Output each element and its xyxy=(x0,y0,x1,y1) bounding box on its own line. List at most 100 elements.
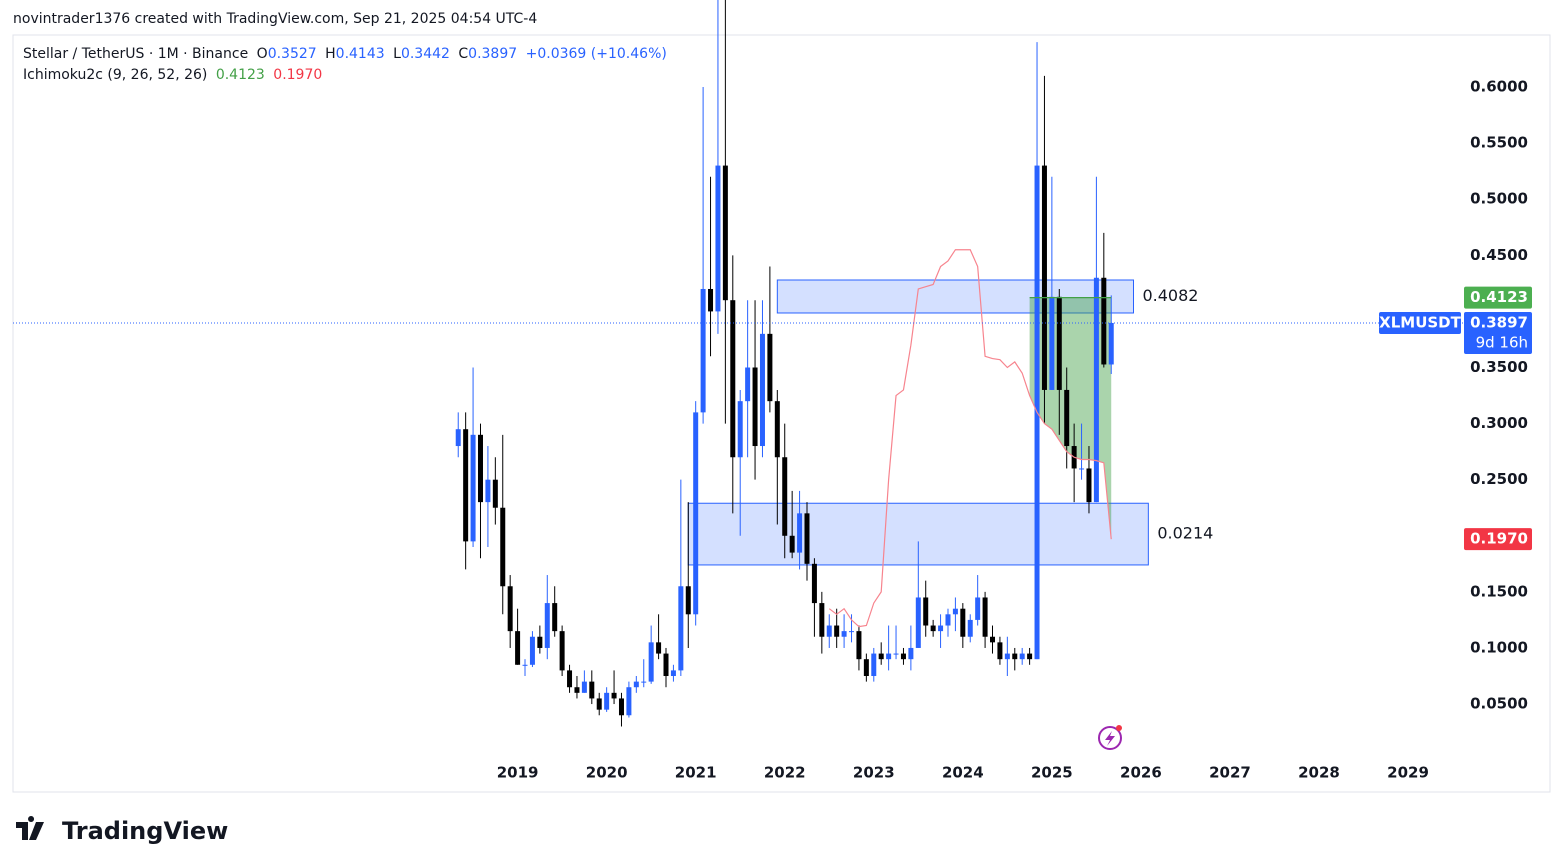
candle-body xyxy=(767,333,773,402)
indicator-line xyxy=(828,249,1112,628)
candle-body xyxy=(1012,653,1018,660)
candle-body xyxy=(737,401,743,458)
x-tick-label: 2022 xyxy=(764,764,806,782)
candle-body xyxy=(618,698,624,716)
candle-body xyxy=(537,636,543,648)
candle-body xyxy=(745,367,751,402)
candle-body xyxy=(685,586,691,615)
indicator-tag-label: 0.4123 xyxy=(1470,288,1528,306)
ohlc-label: H xyxy=(325,46,336,62)
candle-body xyxy=(752,367,758,447)
logo-text: TradingView xyxy=(62,817,228,845)
indicator-legend: Ichimoku2c (9, 26, 52, 26) 0.4123 0.1970 xyxy=(23,67,322,83)
candle-body xyxy=(1049,296,1055,390)
x-tick-label: 2027 xyxy=(1209,764,1251,782)
indicator-value: 0.4123 xyxy=(216,67,265,83)
open-value: 0.3527 xyxy=(268,46,317,62)
candle-body xyxy=(544,603,550,648)
logo-mark xyxy=(16,816,44,840)
legend-line: Stellar / TetherUS · 1M · Binance O0.352… xyxy=(23,46,667,62)
candle-body xyxy=(1041,165,1047,390)
candle-body xyxy=(811,563,817,604)
candle-body xyxy=(975,597,981,620)
candle-body xyxy=(708,288,714,312)
y-tick-label: 0.3000 xyxy=(1470,414,1528,432)
candle-body xyxy=(789,535,795,553)
candle-body xyxy=(730,300,736,458)
y-tick-label: 0.1500 xyxy=(1470,582,1528,600)
change: +0.0369 (+10.46%) xyxy=(526,46,667,62)
ohlc-label: O xyxy=(257,46,268,62)
candle-body xyxy=(886,653,892,660)
x-tick-label: 2026 xyxy=(1120,764,1162,782)
candle-body xyxy=(967,619,973,637)
candle-body xyxy=(841,631,847,637)
x-tick-label: 2024 xyxy=(942,764,984,782)
candle-body xyxy=(715,165,721,312)
candle-body xyxy=(871,653,877,677)
candle-body xyxy=(819,603,825,637)
candle-body xyxy=(670,670,676,677)
candle-body xyxy=(455,429,461,447)
y-tick-label: 0.5000 xyxy=(1470,190,1528,208)
symbol-tag xyxy=(1379,311,1461,334)
candle-body xyxy=(559,631,565,671)
candle-body xyxy=(826,625,832,637)
indicator-tag-label: 0.1970 xyxy=(1470,530,1528,548)
candle-body xyxy=(1093,277,1099,503)
icon-ring xyxy=(1098,726,1122,750)
candle-body xyxy=(908,647,914,660)
candle-body xyxy=(515,631,521,665)
candle-body xyxy=(849,631,855,633)
countdown: 9d 16h xyxy=(1476,333,1528,351)
candle-body xyxy=(700,288,706,413)
x-tick-label: 2029 xyxy=(1387,764,1429,782)
y-tick-label: 0.3500 xyxy=(1470,358,1528,376)
indicator-name: Ichimoku2c (9, 26, 52, 26) xyxy=(23,67,207,83)
candle-body xyxy=(1079,468,1085,470)
candle-body xyxy=(759,333,765,447)
y-tick-label: 0.5500 xyxy=(1470,134,1528,152)
candle-body xyxy=(656,642,662,654)
candle-body xyxy=(611,692,617,699)
y-tick-label: 0.6000 xyxy=(1470,78,1528,96)
lightning-icon[interactable] xyxy=(1098,725,1122,750)
icon-bolt xyxy=(1105,731,1115,746)
x-tick-label: 2021 xyxy=(675,764,717,782)
zone xyxy=(776,279,1134,314)
candle-body xyxy=(952,608,958,615)
candle-body xyxy=(626,687,632,716)
candle-body xyxy=(552,603,558,632)
indicator-tag xyxy=(1464,286,1532,309)
candle-body xyxy=(945,614,951,626)
candle-body xyxy=(893,653,899,655)
candle-body xyxy=(470,434,476,542)
candle-body xyxy=(463,429,469,542)
zone-label: 0.4082 xyxy=(1142,286,1198,305)
candle-body xyxy=(856,631,862,660)
candle-body xyxy=(663,653,669,677)
candle-body xyxy=(529,636,535,665)
candle-body xyxy=(648,642,654,682)
candle-body xyxy=(1064,389,1070,447)
x-tick-label: 2019 xyxy=(497,764,539,782)
candle-body xyxy=(507,586,513,632)
candle-body xyxy=(1004,653,1010,660)
candle-body xyxy=(797,513,803,553)
candle-body xyxy=(678,586,684,671)
candle-body xyxy=(722,165,728,301)
candle-body xyxy=(589,681,595,699)
candle-body xyxy=(982,597,988,637)
candle-body xyxy=(923,597,929,626)
ohlc-label: C xyxy=(458,46,468,62)
candle-body xyxy=(641,681,647,683)
price-label: 0.3897 xyxy=(1470,313,1528,331)
candle-body xyxy=(485,479,491,503)
zone-label: 0.0214 xyxy=(1157,524,1213,543)
y-tick-label: 0.0500 xyxy=(1470,695,1528,713)
close-value: 0.3897 xyxy=(468,46,517,62)
candle-body xyxy=(930,625,936,632)
x-tick-label: 2028 xyxy=(1298,764,1340,782)
y-tick-label: 0.2500 xyxy=(1470,470,1528,488)
